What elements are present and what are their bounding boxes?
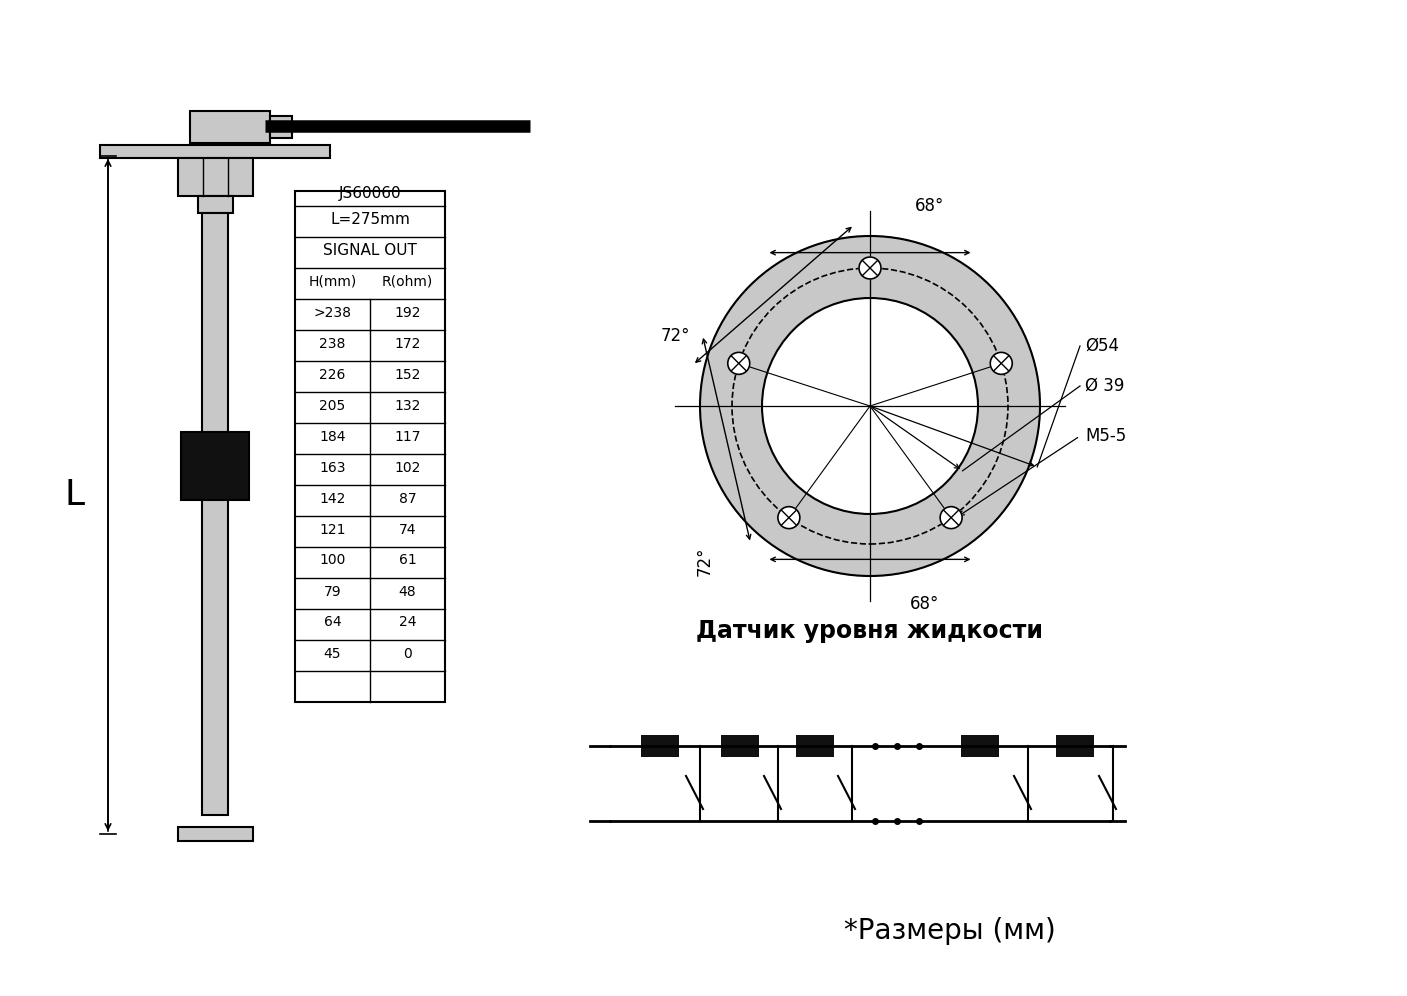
Bar bbox=[720, 735, 758, 757]
Text: L=275mm: L=275mm bbox=[331, 212, 409, 227]
Text: Датчик уровня жидкости: Датчик уровня жидкости bbox=[696, 619, 1044, 643]
Text: 142: 142 bbox=[319, 491, 346, 506]
Text: 61: 61 bbox=[398, 554, 416, 568]
Circle shape bbox=[727, 353, 750, 374]
Text: 226: 226 bbox=[319, 368, 346, 381]
Circle shape bbox=[778, 507, 801, 529]
Bar bbox=[1057, 735, 1095, 757]
Circle shape bbox=[860, 257, 881, 279]
Bar bbox=[642, 735, 680, 757]
Circle shape bbox=[940, 507, 962, 529]
Circle shape bbox=[701, 236, 1040, 576]
Text: 0: 0 bbox=[404, 646, 412, 660]
Text: SIGNAL OUT: SIGNAL OUT bbox=[324, 243, 416, 258]
Text: 205: 205 bbox=[319, 398, 346, 412]
Bar bbox=[177, 827, 252, 841]
Text: M5-5: M5-5 bbox=[1085, 427, 1126, 445]
Text: *Размеры (мм): *Размеры (мм) bbox=[844, 917, 1055, 945]
Text: 72°: 72° bbox=[660, 327, 689, 345]
Text: 79: 79 bbox=[324, 585, 342, 599]
Text: 117: 117 bbox=[394, 429, 421, 443]
Text: H(mm): H(mm) bbox=[308, 275, 356, 289]
Text: R(ohm): R(ohm) bbox=[381, 275, 433, 289]
Bar bbox=[203, 213, 228, 815]
Text: Ø54: Ø54 bbox=[1085, 337, 1119, 355]
Circle shape bbox=[991, 353, 1012, 374]
Text: 64: 64 bbox=[324, 616, 342, 629]
Bar bbox=[270, 116, 293, 138]
Bar bbox=[295, 190, 445, 702]
Circle shape bbox=[763, 298, 978, 514]
Text: 72°: 72° bbox=[696, 546, 713, 576]
Text: 192: 192 bbox=[394, 306, 421, 320]
Text: 68°: 68° bbox=[916, 197, 944, 215]
Bar bbox=[179, 158, 253, 196]
Text: 24: 24 bbox=[398, 616, 416, 629]
Text: 45: 45 bbox=[324, 646, 342, 660]
Bar bbox=[190, 111, 270, 143]
Text: 172: 172 bbox=[394, 337, 421, 351]
Text: L: L bbox=[65, 478, 84, 512]
Bar bbox=[182, 432, 249, 500]
Text: >238: >238 bbox=[314, 306, 352, 320]
Text: JS60060: JS60060 bbox=[339, 185, 401, 200]
Bar bbox=[961, 735, 999, 757]
Bar bbox=[100, 145, 331, 158]
Text: 74: 74 bbox=[398, 523, 416, 537]
Text: Ø 39: Ø 39 bbox=[1085, 377, 1124, 395]
Text: 184: 184 bbox=[319, 429, 346, 443]
Text: 68°: 68° bbox=[910, 595, 940, 613]
Text: 152: 152 bbox=[394, 368, 421, 381]
Bar bbox=[198, 196, 234, 213]
Text: 102: 102 bbox=[394, 460, 421, 474]
Text: 48: 48 bbox=[398, 585, 416, 599]
Text: 87: 87 bbox=[398, 491, 416, 506]
Text: 132: 132 bbox=[394, 398, 421, 412]
Text: 121: 121 bbox=[319, 523, 346, 537]
Bar bbox=[796, 735, 834, 757]
Text: 163: 163 bbox=[319, 460, 346, 474]
Text: 100: 100 bbox=[319, 554, 346, 568]
Text: 238: 238 bbox=[319, 337, 346, 351]
